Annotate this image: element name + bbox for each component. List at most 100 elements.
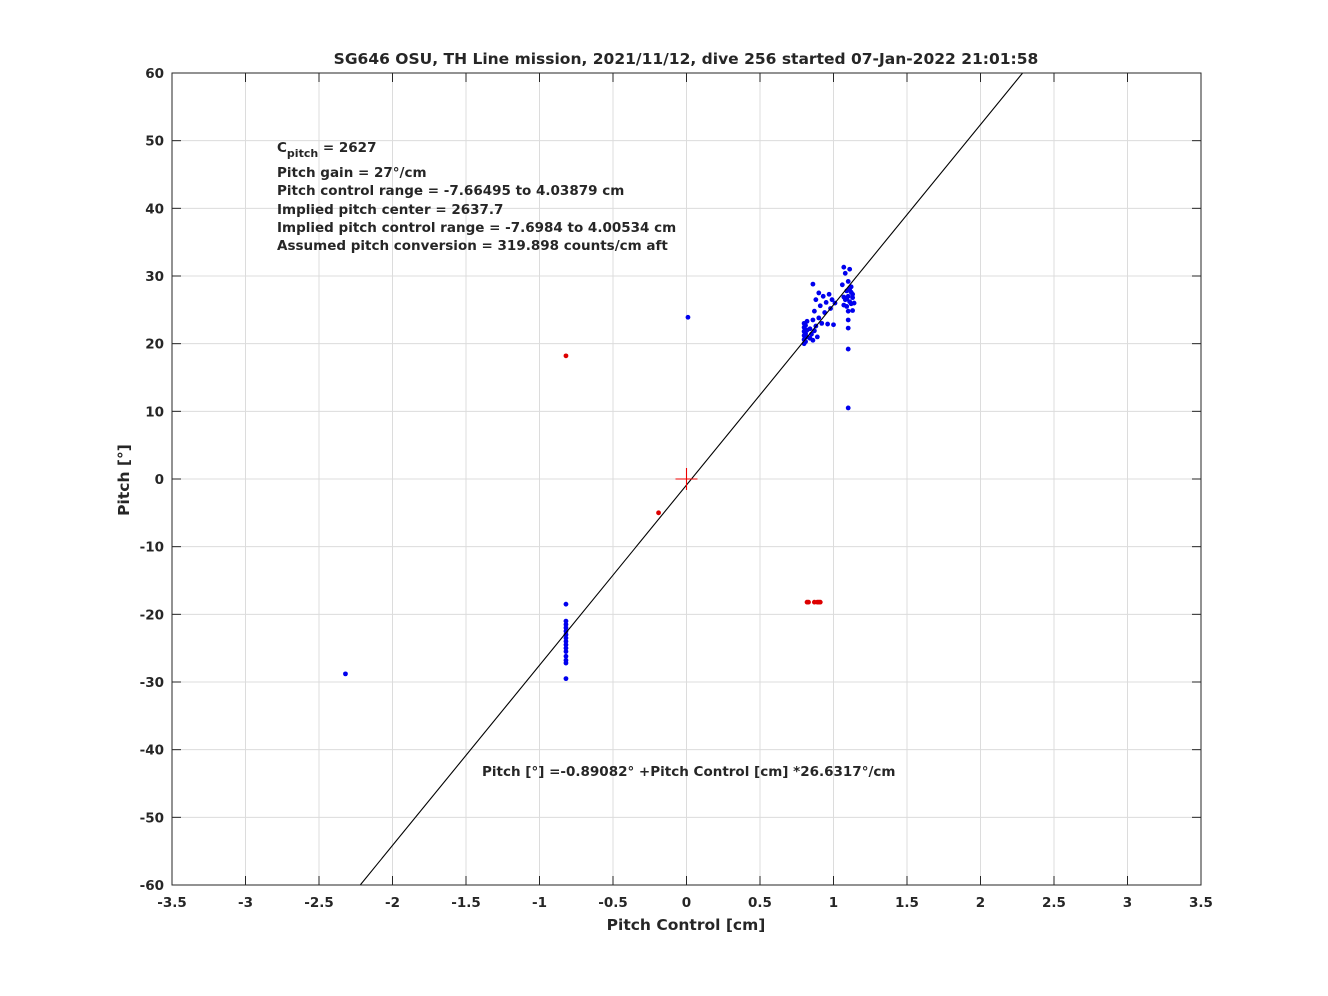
c-pitch-main: C [277, 140, 287, 156]
y-tick-label: -60 [140, 878, 164, 894]
y-tick-label: -20 [140, 607, 164, 623]
data-point [563, 628, 569, 634]
data-point [563, 645, 569, 651]
data-point [563, 622, 569, 627]
x-tick-label: 3 [1123, 895, 1132, 911]
c-pitch-value: = 2627 [318, 140, 376, 156]
x-tick-label: 1.5 [895, 895, 919, 911]
data-point [810, 281, 816, 287]
data-point [842, 270, 848, 276]
data-point [850, 295, 856, 301]
data-point [839, 282, 845, 288]
x-tick-label: -2 [385, 895, 400, 911]
data-point [847, 266, 853, 272]
data-point [850, 308, 856, 313]
c-pitch-subscript: pitch [287, 147, 318, 160]
x-tick-label: -2.5 [304, 895, 334, 911]
data-point [563, 625, 569, 631]
data-points [343, 264, 857, 682]
data-point [845, 346, 851, 352]
annotation-line-4: Implied pitch control range = -7.6984 to… [277, 220, 676, 236]
data-point [803, 322, 808, 328]
data-point [823, 299, 829, 305]
annotation-line-1: Pitch gain = 27°/cm [277, 165, 427, 181]
data-point [804, 318, 810, 324]
y-tick-label: 40 [145, 201, 164, 217]
data-point [829, 297, 835, 303]
data-point [816, 315, 822, 321]
data-point [817, 303, 823, 309]
data-point [806, 599, 811, 605]
y-tick-label: -30 [140, 675, 164, 691]
data-point [825, 321, 831, 327]
data-point [817, 599, 823, 605]
data-point [845, 308, 851, 314]
y-axis-label: Pitch [°] [115, 444, 133, 516]
data-point [820, 293, 826, 299]
x-tick-label: 0 [682, 895, 691, 911]
data-point [845, 405, 851, 411]
x-tick-label: 0.5 [748, 895, 772, 911]
data-point [850, 291, 856, 297]
fit-equation: Pitch [°] =-0.89082° +Pitch Control [cm]… [482, 764, 895, 780]
annotation-line-2: Pitch control range = -7.66495 to 4.0387… [277, 183, 624, 199]
grid [172, 73, 1201, 885]
fit-layer [359, 72, 1024, 886]
series-1 [343, 264, 857, 682]
data-point [845, 279, 851, 284]
data-point [563, 676, 569, 682]
x-tick-label: -3 [238, 895, 253, 911]
data-point [656, 510, 661, 516]
series-0 [563, 353, 823, 605]
data-point [563, 353, 569, 359]
x-tick-label: 2 [976, 895, 985, 911]
data-point [563, 618, 569, 624]
x-tick-label: -1.5 [451, 895, 481, 911]
data-point [844, 296, 850, 302]
data-point [831, 322, 836, 328]
y-tick-label: 0 [155, 472, 164, 488]
data-point [816, 290, 822, 296]
y-tick-label: 10 [145, 404, 164, 420]
data-point [563, 653, 569, 659]
data-point [563, 649, 569, 654]
data-point [851, 300, 857, 306]
annotation-line-5: Assumed pitch conversion = 319.898 count… [277, 238, 668, 254]
y-tick-label: -10 [140, 540, 164, 556]
data-point [841, 264, 847, 270]
data-point [563, 642, 569, 648]
ticks: -3.5 -3 -2.5 -2 -1.5 -1 -0.5 0 0.5 1 1.5 2 2.5 3 3.5 -6… [140, 66, 1213, 911]
data-point [807, 326, 813, 332]
x-tick-label: 1 [829, 895, 838, 911]
chart-title: SG646 OSU, TH Line mission, 2021/11/12, … [334, 50, 1039, 68]
y-tick-label: -50 [140, 810, 164, 826]
y-tick-label: 30 [145, 269, 164, 285]
x-axis-label: Pitch Control [cm] [607, 916, 766, 934]
data-point [819, 320, 825, 326]
data-point [811, 308, 817, 314]
y-tick-label: 20 [145, 337, 164, 353]
x-tick-label: -0.5 [598, 895, 628, 911]
data-point [810, 317, 816, 323]
x-tick-label: -3.5 [157, 895, 187, 911]
annotation-line-3: Implied pitch center = 2637.7 [277, 202, 503, 218]
data-point [845, 317, 851, 323]
data-point [563, 639, 569, 644]
data-point [563, 660, 569, 666]
x-tick-label: 3.5 [1189, 895, 1213, 911]
data-point [563, 601, 569, 607]
c-pitch-annotation: Cpitch = 2627 [277, 140, 376, 160]
x-tick-label: 2.5 [1042, 895, 1066, 911]
y-tick-label: -40 [140, 743, 164, 759]
data-point [813, 297, 819, 303]
y-tick-label: 50 [145, 134, 164, 150]
data-point [848, 284, 854, 290]
data-point [343, 671, 348, 677]
data-point [814, 334, 820, 340]
data-point [685, 314, 691, 320]
x-tick-label: -1 [532, 895, 547, 911]
data-point [826, 291, 832, 297]
data-point [841, 302, 847, 308]
data-point [845, 325, 851, 331]
